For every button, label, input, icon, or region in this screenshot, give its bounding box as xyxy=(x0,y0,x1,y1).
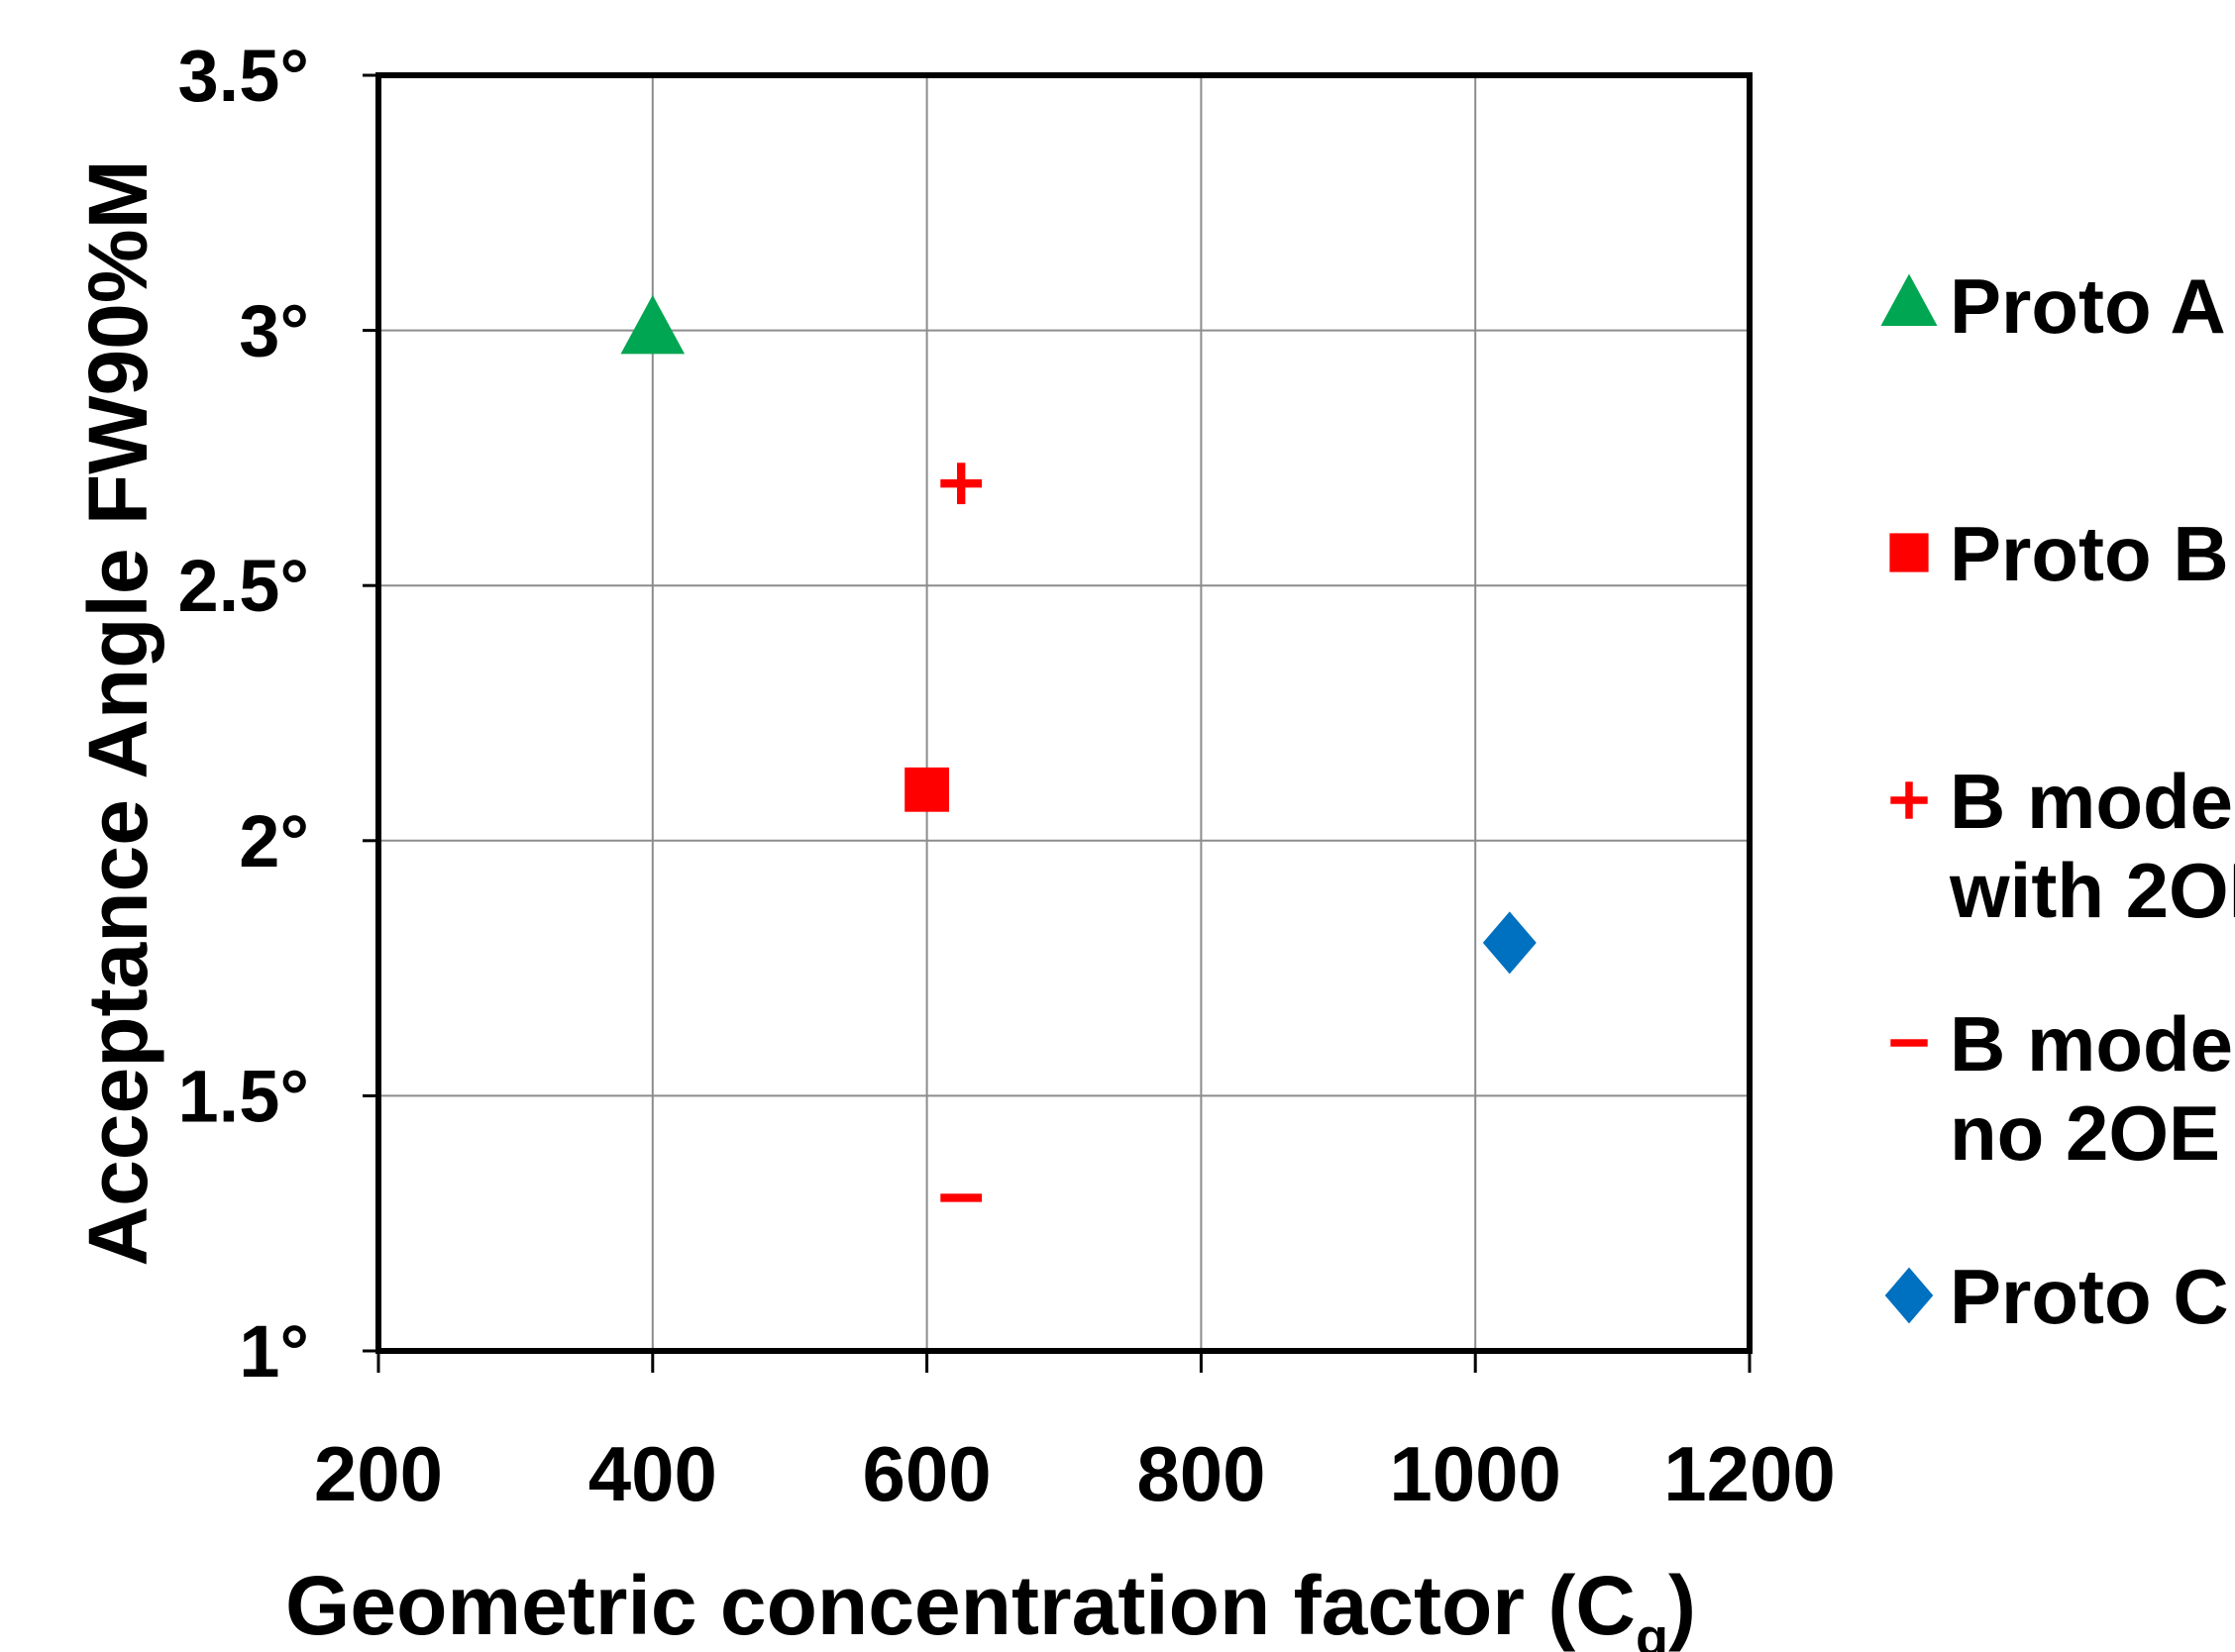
legend-label: B model xyxy=(1950,758,2235,845)
legend-label: Proto A xyxy=(1950,262,2226,350)
x-tick-label: 1000 xyxy=(1389,1430,1561,1517)
legend-label: Proto B xyxy=(1950,510,2229,597)
y-tick-label: 2° xyxy=(239,800,309,882)
legend-marker-plus xyxy=(1890,781,1928,819)
y-tick-label: 1.5° xyxy=(178,1055,309,1137)
x-tick-label: 600 xyxy=(863,1430,992,1517)
legend-label: B model xyxy=(1950,1000,2235,1087)
data-point-dash xyxy=(940,1193,983,1202)
x-axis-title: Geometric concentration factor (Cg) xyxy=(285,1559,1696,1652)
data-point-diamond xyxy=(1482,911,1537,975)
x-tick-label: 1200 xyxy=(1663,1430,1836,1517)
legend-marker-triangle xyxy=(1880,273,1938,326)
data-points xyxy=(620,294,1537,1202)
legend-label: Proto C xyxy=(1950,1253,2229,1340)
y-tick-labels: 1° 1.5° 2° 2.5° 3° 3.5° xyxy=(178,35,309,1393)
legend-label: with 2OE xyxy=(1949,847,2235,934)
x-tick-labels: 200 400 600 800 1000 1200 xyxy=(314,1430,1836,1517)
legend-marker-square xyxy=(1889,533,1929,572)
legend-marker-diamond xyxy=(1884,1267,1934,1324)
y-axis-title: Acceptance Angle FW90%M xyxy=(71,159,164,1266)
data-point-square xyxy=(905,767,949,812)
data-point-plus xyxy=(940,463,983,505)
x-tick-label: 200 xyxy=(314,1430,443,1517)
data-point-triangle xyxy=(620,294,686,355)
y-tick-label: 3.5° xyxy=(178,35,309,117)
x-tick-label: 800 xyxy=(1136,1430,1265,1517)
legend-marker-dash xyxy=(1890,1039,1928,1047)
y-tick-label: 3° xyxy=(239,290,309,372)
plot-area-frame xyxy=(375,72,1753,1354)
grid-lines xyxy=(363,73,1752,1373)
legend-label: no 2OE xyxy=(1950,1089,2220,1177)
x-tick-label: 400 xyxy=(588,1430,717,1517)
y-tick-label: 2.5° xyxy=(178,545,309,627)
y-tick-label: 1° xyxy=(239,1310,309,1393)
